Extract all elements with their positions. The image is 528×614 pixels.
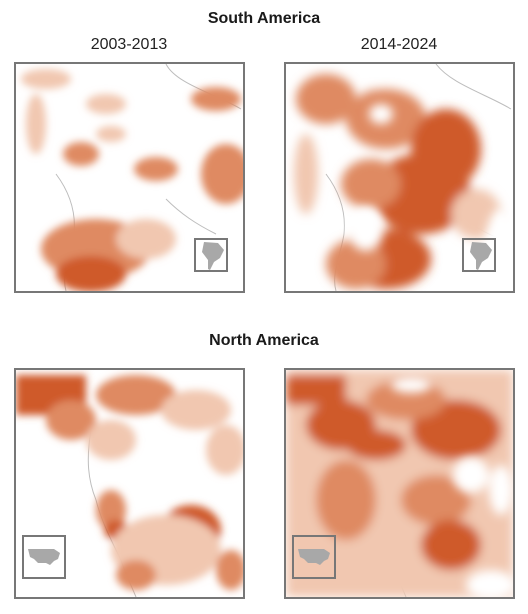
locator-inset-north-america-2 [292,535,336,579]
map-panel-north-america-2003-2013 [14,368,245,599]
map-panel-south-america-2003-2013 [14,62,245,293]
locator-inset-south-america [194,238,228,272]
south-america-locator-icon [202,242,224,270]
locator-inset-north-america [22,535,66,579]
map-panel-north-america-2014-2024 [284,368,515,599]
usa-locator-icon [28,549,60,565]
usa-locator-icon-2 [298,549,330,565]
period-label-early: 2003-2013 [90,36,168,53]
map-panel-south-america-2014-2024 [284,62,515,293]
north-america-title: North America [209,332,319,349]
south-america-locator-icon-2 [470,242,492,270]
period-label-late: 2014-2024 [360,36,438,53]
heatmap-south-america-2003-2013 [21,64,243,291]
locator-inset-south-america-2 [462,238,496,272]
south-america-title: South America [207,10,321,27]
heatmap-south-america-2014-2024 [294,64,513,291]
heatmap-north-america-2003-2013 [16,375,243,597]
